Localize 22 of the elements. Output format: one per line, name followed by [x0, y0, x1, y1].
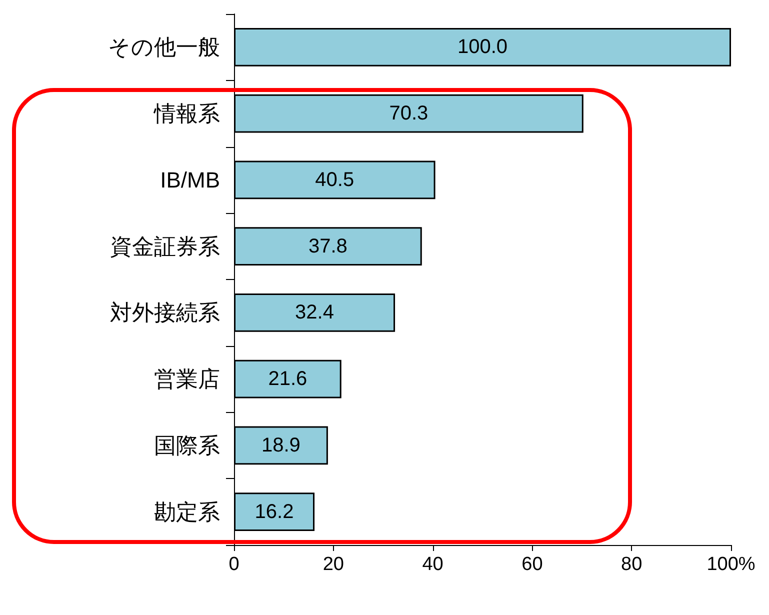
x-tick-label: 100%: [706, 554, 756, 575]
x-tick-label: 60: [522, 554, 543, 575]
y-tick-label: 勘定系: [154, 499, 220, 524]
y-tick-label: IB/MB: [160, 167, 220, 192]
data-label: 40.5: [315, 168, 354, 191]
data-label: 32.4: [295, 302, 334, 324]
x-tick-label: 80: [621, 554, 642, 575]
y-tick-label: 営業店: [154, 366, 220, 392]
data-label: 16.2: [254, 500, 294, 523]
y-tick-label: その他一般: [108, 34, 220, 60]
y-tick-label: 資金証券系: [110, 234, 220, 259]
data-label: 18.9: [262, 434, 300, 456]
y-tick-label: 国際系: [154, 432, 220, 458]
y-tick-label: 情報系: [153, 101, 220, 126]
x-tick-label: 40: [422, 554, 444, 575]
data-label: 21.6: [268, 368, 308, 390]
x-tick-label: 20: [322, 554, 344, 575]
data-label: 37.8: [308, 235, 348, 258]
y-tick-label: 対外接続系: [110, 300, 220, 326]
data-label: 100.0: [457, 36, 508, 58]
x-tick-label: 0: [228, 554, 240, 575]
data-label: 70.3: [389, 102, 428, 125]
